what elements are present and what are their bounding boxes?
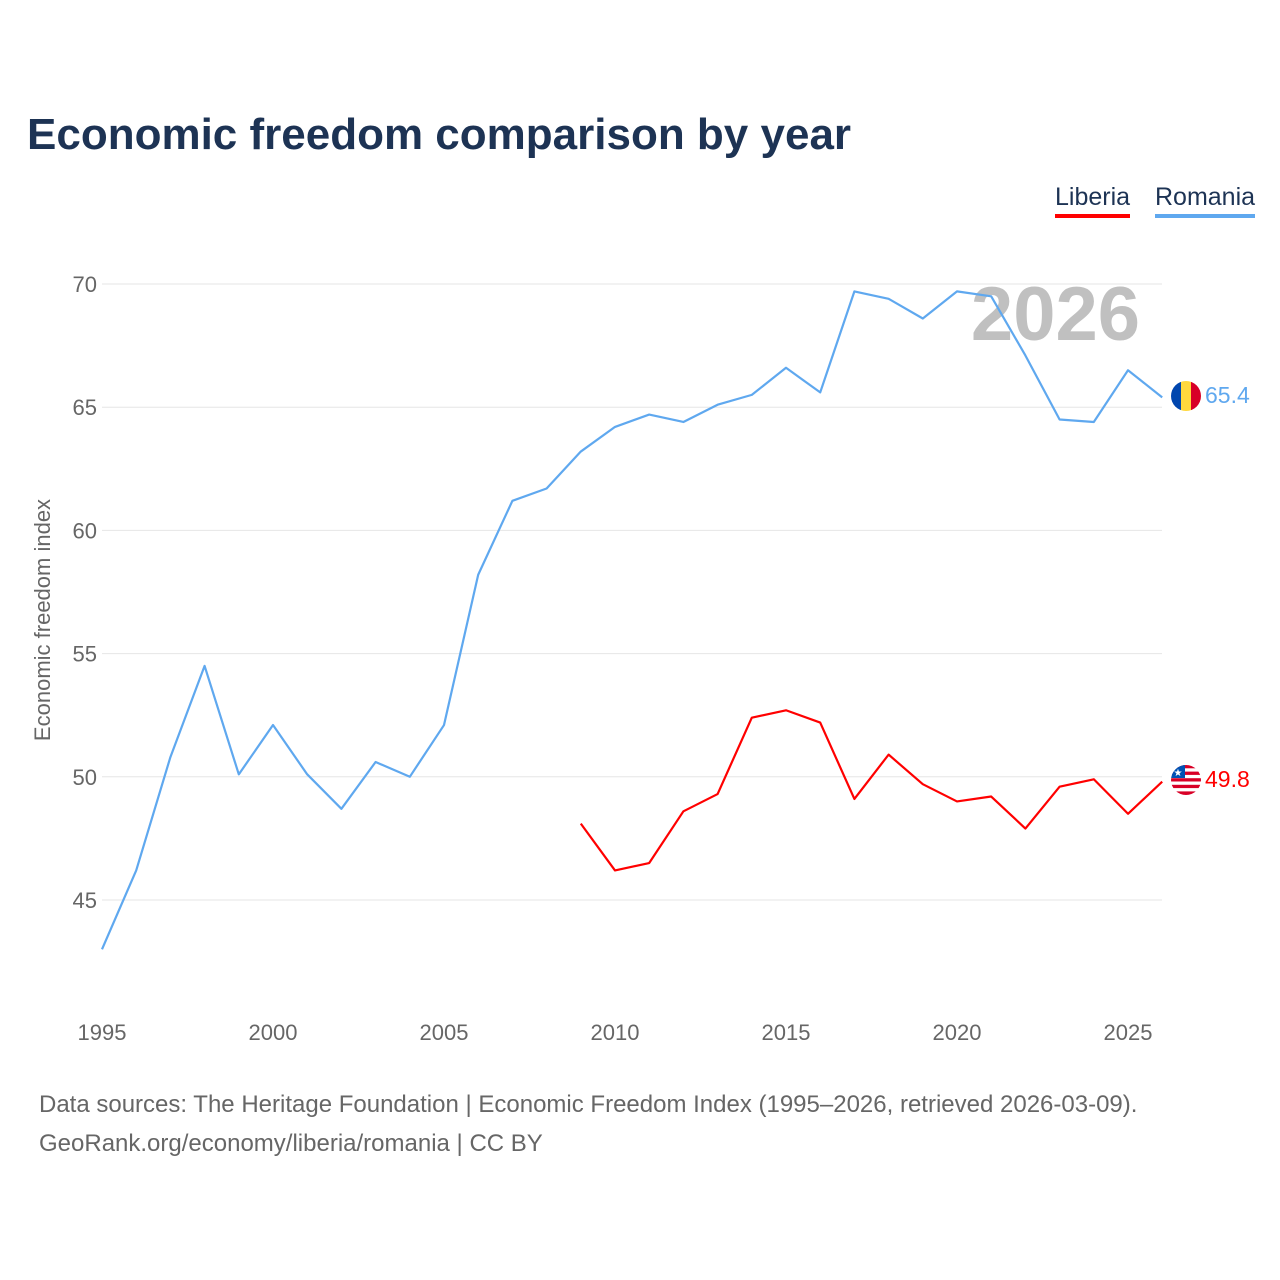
data-point-romania [509, 498, 515, 504]
data-point-liberia [612, 867, 618, 873]
data-point-liberia [886, 752, 892, 758]
y-tick-label: 65 [73, 395, 97, 420]
data-point-romania [407, 774, 413, 780]
data-sources: Data sources: The Heritage Foundation | … [39, 1091, 1138, 1118]
x-tick-label: 1995 [78, 1020, 127, 1045]
data-point-romania [1057, 417, 1063, 423]
data-point-romania [441, 722, 447, 728]
liberia-end-label: 49.8 [1205, 766, 1250, 792]
data-point-romania [715, 402, 721, 408]
x-tick-label: 2010 [591, 1020, 640, 1045]
data-point-liberia [988, 794, 994, 800]
data-point-romania [236, 771, 242, 777]
data-point-romania [1125, 367, 1131, 373]
data-point-romania [202, 663, 208, 669]
data-point-romania [749, 392, 755, 398]
data-point-liberia [646, 860, 652, 866]
x-tick-label: 2015 [762, 1020, 811, 1045]
data-point-romania [817, 389, 823, 395]
data-point-romania [544, 486, 550, 492]
y-tick-label: 45 [73, 888, 97, 913]
data-point-romania [783, 365, 789, 371]
y-axis-label: Economic freedom index [30, 499, 55, 741]
y-tick-label: 55 [73, 642, 97, 667]
data-point-liberia [1022, 826, 1028, 832]
romania-end-label: 65.4 [1205, 382, 1250, 408]
data-point-liberia [920, 781, 926, 787]
x-tick-label: 2000 [249, 1020, 298, 1045]
x-tick-label: 2020 [933, 1020, 982, 1045]
data-point-liberia [783, 707, 789, 713]
series-line-liberia [579, 709, 1163, 872]
data-point-romania [475, 572, 481, 578]
data-point-romania [920, 315, 926, 321]
svg-text:★: ★ [1174, 768, 1183, 779]
data-point-romania [680, 419, 686, 425]
y-tick-label: 60 [73, 518, 97, 543]
data-point-liberia [749, 715, 755, 721]
data-point-romania [886, 296, 892, 302]
y-tick-label: 50 [73, 765, 97, 790]
legend-liberia[interactable]: Liberia [1055, 183, 1131, 218]
data-point-liberia [851, 796, 857, 802]
legend-romania[interactable]: Romania [1155, 183, 1256, 218]
attribution: GeoRank.org/economy/liberia/romania | CC… [39, 1130, 543, 1157]
data-point-romania [646, 412, 652, 418]
data-point-liberia [715, 791, 721, 797]
data-point-romania [954, 288, 960, 294]
x-tick-label: 2025 [1104, 1020, 1153, 1045]
data-point-liberia [578, 821, 584, 827]
data-point-liberia [680, 808, 686, 814]
data-point-romania [304, 771, 310, 777]
data-point-romania [1159, 394, 1165, 400]
data-point-romania [578, 449, 584, 455]
data-point-liberia [1159, 779, 1165, 785]
data-point-liberia [817, 720, 823, 726]
romania-flag-icon [1171, 381, 1201, 411]
data-point-liberia [954, 798, 960, 804]
data-point-romania [338, 806, 344, 812]
data-point-romania [270, 722, 276, 728]
data-point-romania [99, 946, 105, 952]
x-tick-label: 2005 [420, 1020, 469, 1045]
data-point-romania [1091, 419, 1097, 425]
data-point-romania [851, 288, 857, 294]
data-point-romania [612, 424, 618, 430]
year-watermark: 2026 [971, 272, 1140, 357]
data-point-liberia [1125, 811, 1131, 817]
data-point-romania [1022, 352, 1028, 358]
chart-title: Economic freedom comparison by year [27, 110, 852, 159]
data-point-romania [988, 293, 994, 299]
data-point-romania [373, 759, 379, 765]
footer: Data sources: The Heritage Foundation | … [39, 1085, 1137, 1163]
data-point-romania [167, 754, 173, 760]
series-line-romania [100, 290, 1163, 950]
y-tick-label: 70 [73, 272, 97, 297]
data-point-liberia [1057, 784, 1063, 790]
data-point-romania [133, 867, 139, 873]
data-point-liberia [1091, 776, 1097, 782]
liberia-flag-icon: ★ [1171, 765, 1201, 795]
